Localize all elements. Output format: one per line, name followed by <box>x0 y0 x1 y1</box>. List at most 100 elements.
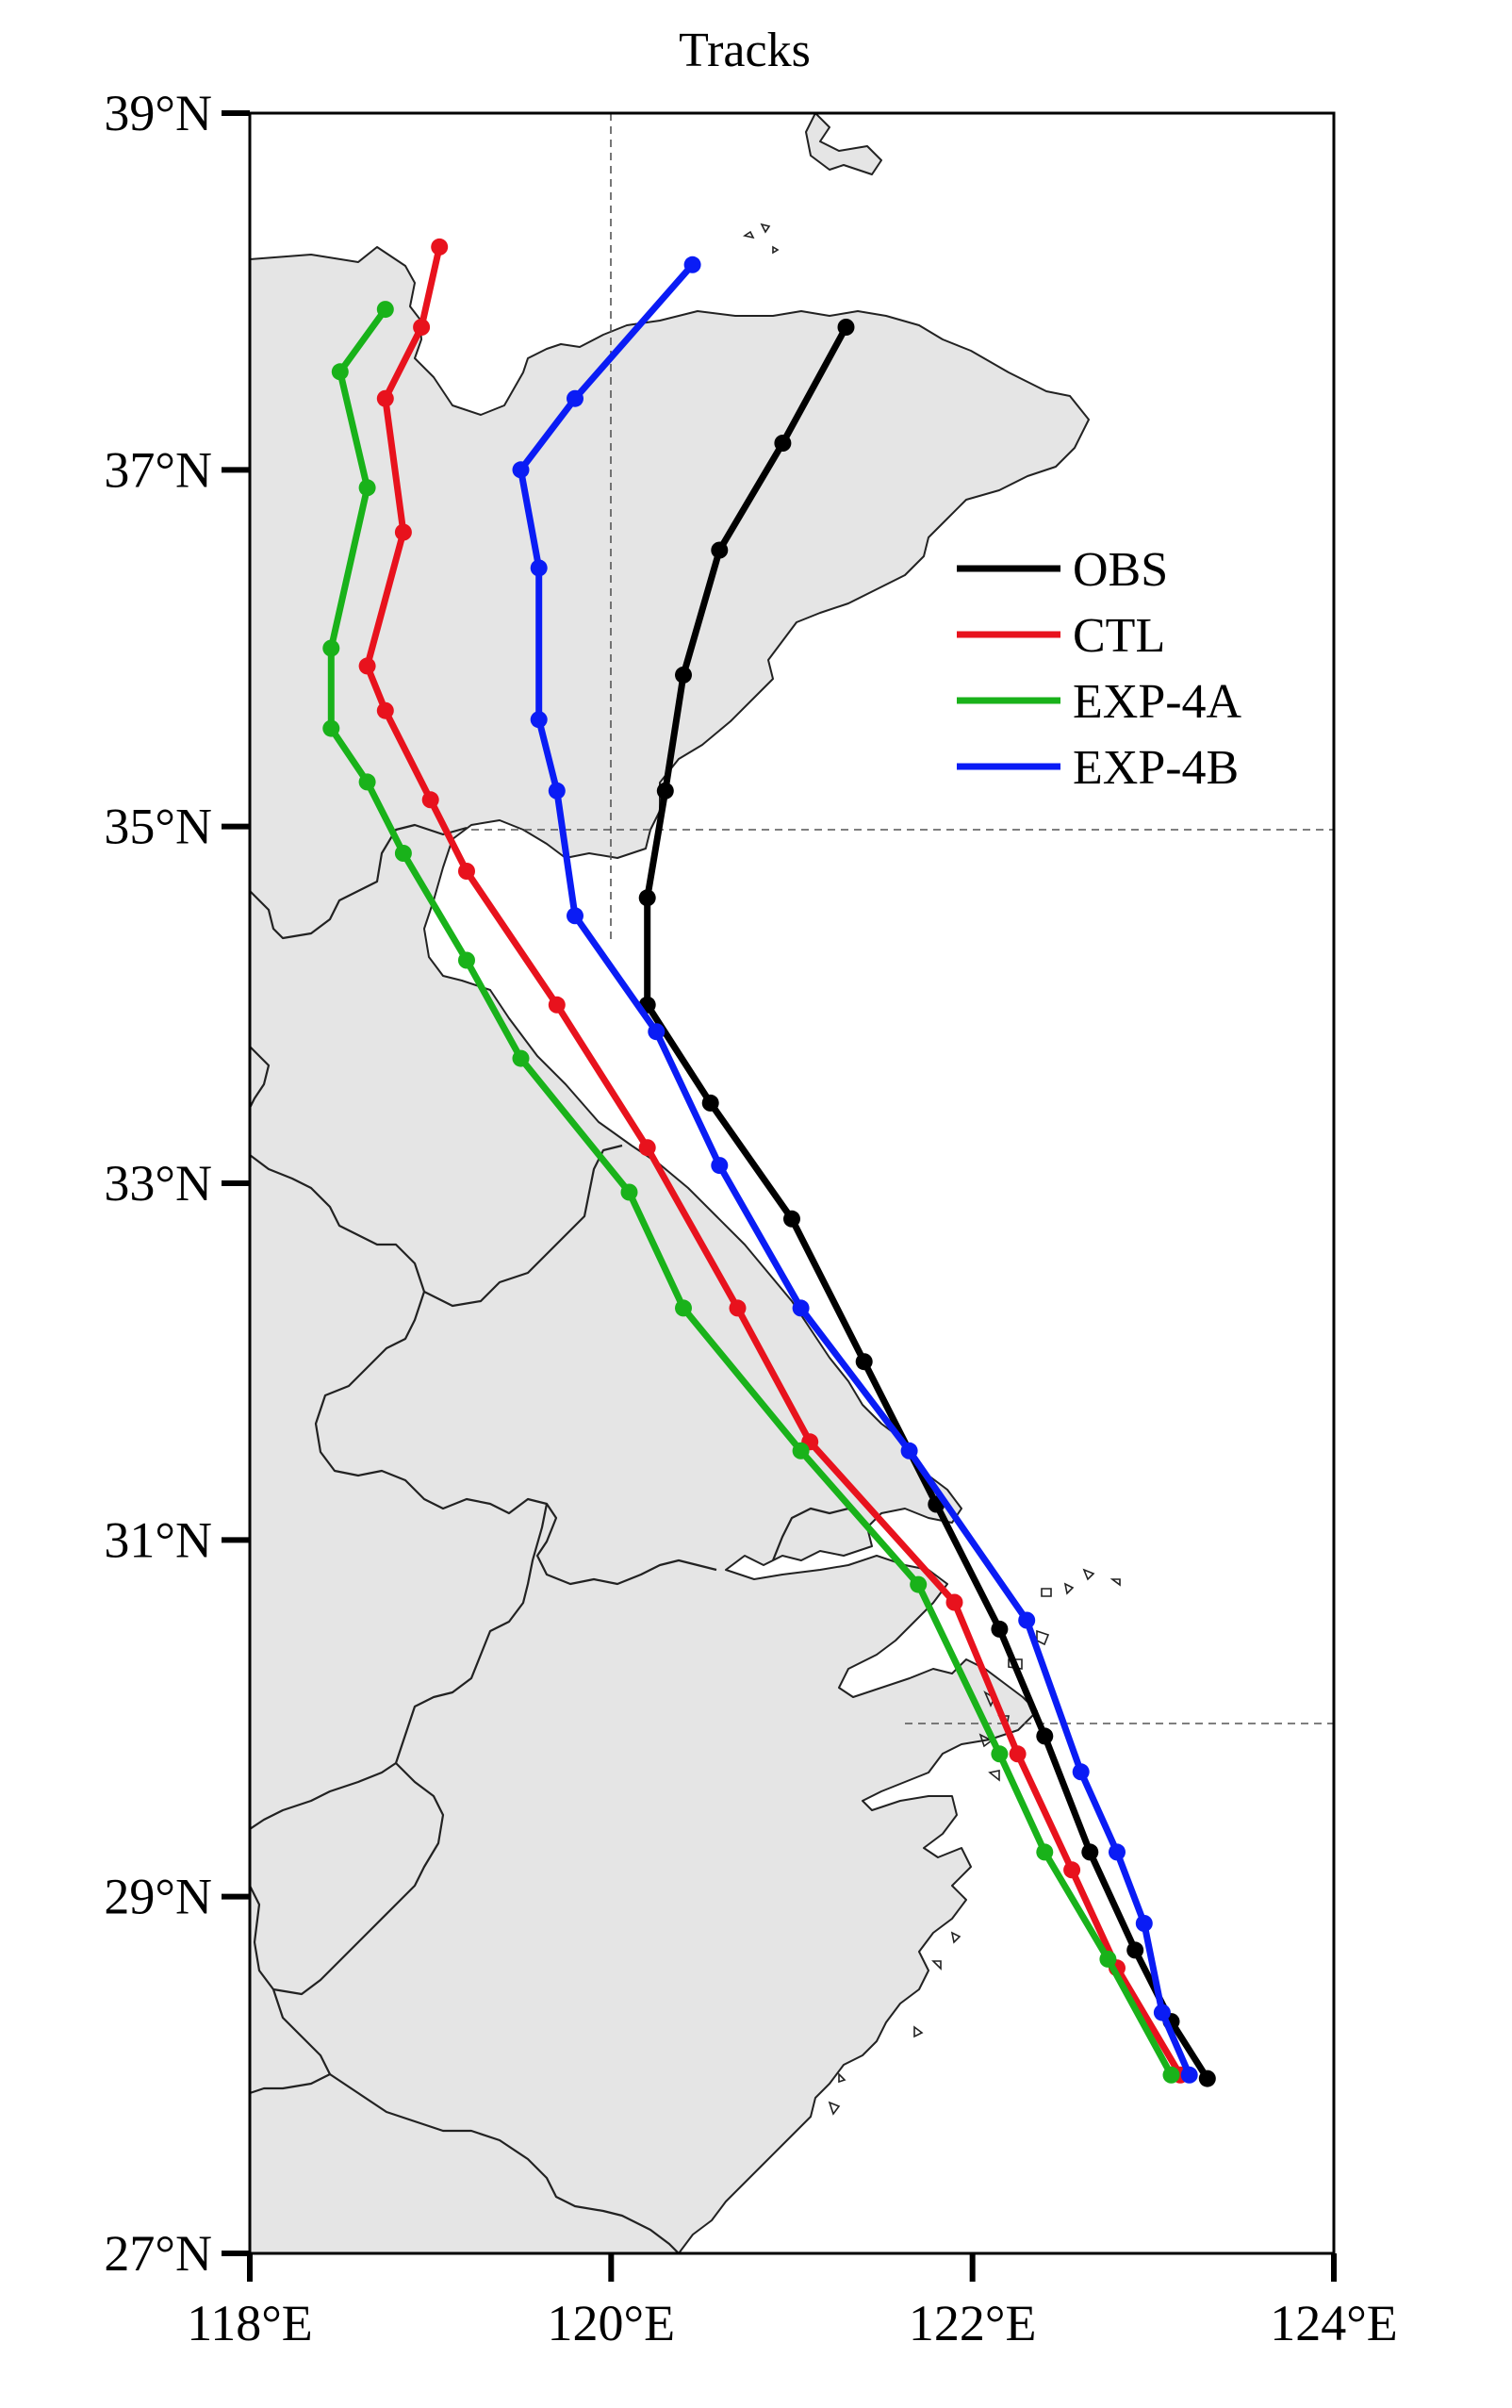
legend-label-obs: OBS <box>1073 543 1168 597</box>
axes: 27°N 29°N 31°N 33°N 35°N 37°N 39°N 118°E 120°E 12… <box>104 85 1397 2351</box>
track-point-exp-4a <box>376 301 394 319</box>
island <box>988 1770 1000 1782</box>
island <box>1063 1582 1075 1595</box>
island <box>838 2072 846 2084</box>
track-point-ctl <box>729 1299 747 1317</box>
province-border-anhui-west <box>423 1144 623 1308</box>
island <box>931 1960 942 1971</box>
track-point-exp-4a <box>458 951 475 969</box>
track-point-obs <box>656 782 674 800</box>
province-border-zhejiang-jiangxi <box>272 1762 445 1996</box>
island <box>1036 1629 1050 1646</box>
x-tick-label: 118°E <box>187 2295 313 2351</box>
track-point-ctl <box>638 1139 656 1157</box>
track-exp-4a <box>322 301 1180 2084</box>
track-point-exp-4b <box>530 711 548 729</box>
island <box>1008 1658 1023 1670</box>
track-point-exp-4a <box>358 773 376 791</box>
legend-label-exp-4a: EXP-4A <box>1073 675 1242 729</box>
track-point-exp-4b <box>683 256 701 273</box>
track-point-ctl <box>945 1593 963 1611</box>
legend: OBS CTL EXP-4A EXP-4B <box>957 543 1242 795</box>
track-point-obs <box>1081 1843 1099 1861</box>
track-point-exp-4b <box>567 389 583 407</box>
track-point-obs <box>855 1353 873 1371</box>
liaodong-peninsula <box>805 113 882 175</box>
track-point-ctl <box>1009 1745 1027 1763</box>
track-point-exp-4b <box>530 559 548 577</box>
track-point-obs <box>675 666 692 684</box>
track-point-ctl <box>548 996 566 1014</box>
island <box>978 1733 994 1748</box>
track-obs <box>638 319 1216 2087</box>
province-border-zhejiang-south <box>329 2073 680 2253</box>
track-point-obs <box>783 1210 800 1228</box>
track-point-ctl <box>394 523 412 541</box>
track-point-exp-4b <box>567 907 583 925</box>
island <box>950 1931 961 1944</box>
tracks-layer <box>322 238 1216 2087</box>
track-point-exp-4a <box>675 1299 692 1317</box>
track-point-obs <box>711 541 729 559</box>
island <box>1082 1568 1095 1581</box>
island <box>742 230 755 239</box>
track-point-exp-4b <box>1072 1763 1090 1781</box>
island <box>760 223 771 234</box>
track-point-obs <box>638 889 656 907</box>
y-tick-label: 39°N <box>104 85 212 141</box>
track-point-exp-4b <box>648 1023 666 1041</box>
track-point-exp-4b <box>1135 1915 1153 1932</box>
coastal-islands <box>742 223 1121 2116</box>
track-point-exp-4b <box>900 1442 918 1460</box>
track-point-obs <box>991 1620 1009 1638</box>
track-point-ctl <box>458 863 475 880</box>
track-point-exp-4a <box>394 845 412 862</box>
track-point-exp-4b <box>1109 1843 1126 1861</box>
track-point-obs <box>1036 1727 1054 1745</box>
track-point-exp-4b <box>548 782 566 800</box>
track-point-ctl <box>1063 1861 1081 1879</box>
track-point-obs <box>1198 2070 1216 2087</box>
x-tick-label: 122°E <box>909 2295 1037 2351</box>
legend-label-ctl: CTL <box>1073 609 1165 663</box>
track-point-obs <box>701 1094 719 1112</box>
track-point-ctl <box>358 657 376 675</box>
track-point-exp-4a <box>1099 1950 1117 1968</box>
island <box>772 245 780 255</box>
track-point-ctl <box>431 238 449 256</box>
track-point-exp-4a <box>322 719 340 737</box>
track-point-ctl <box>413 319 431 336</box>
track-point-exp-4b <box>1153 2004 1171 2021</box>
legend-label-exp-4b: EXP-4B <box>1073 741 1239 795</box>
x-tick-label: 120°E <box>548 2295 676 2351</box>
y-tick-label: 27°N <box>104 2225 212 2282</box>
track-point-exp-4a <box>322 639 340 657</box>
track-point-ctl <box>376 389 394 407</box>
track-point-exp-4b <box>1018 1611 1036 1629</box>
track-point-exp-4a <box>1162 2066 1180 2084</box>
track-point-exp-4a <box>512 1049 530 1067</box>
track-point-obs <box>837 319 855 336</box>
track-point-exp-4a <box>331 363 349 381</box>
y-tick-label: 37°N <box>104 441 212 498</box>
track-point-exp-4a <box>358 479 376 497</box>
island <box>828 2101 841 2116</box>
y-tick-label: 35°N <box>104 799 212 855</box>
track-point-exp-4a <box>910 1575 928 1593</box>
map-title: Tracks <box>679 24 811 77</box>
track-point-exp-4a <box>1036 1843 1054 1861</box>
province-border-jiangsu-zhejiang <box>250 1503 549 1830</box>
track-point-exp-4a <box>991 1745 1009 1763</box>
y-tick-label: 33°N <box>104 1155 212 1212</box>
province-border-shandong <box>250 823 468 940</box>
track-point-exp-4a <box>792 1442 810 1460</box>
track-point-exp-4b <box>792 1299 810 1317</box>
mainland-land <box>250 246 1090 2253</box>
track-point-obs <box>1126 1941 1144 1959</box>
island <box>1041 1588 1052 1597</box>
track-point-exp-4b <box>1180 2066 1198 2084</box>
track-exp-4b <box>512 256 1198 2084</box>
island <box>913 2025 924 2038</box>
x-tick-label: 124°E <box>1270 2295 1398 2351</box>
